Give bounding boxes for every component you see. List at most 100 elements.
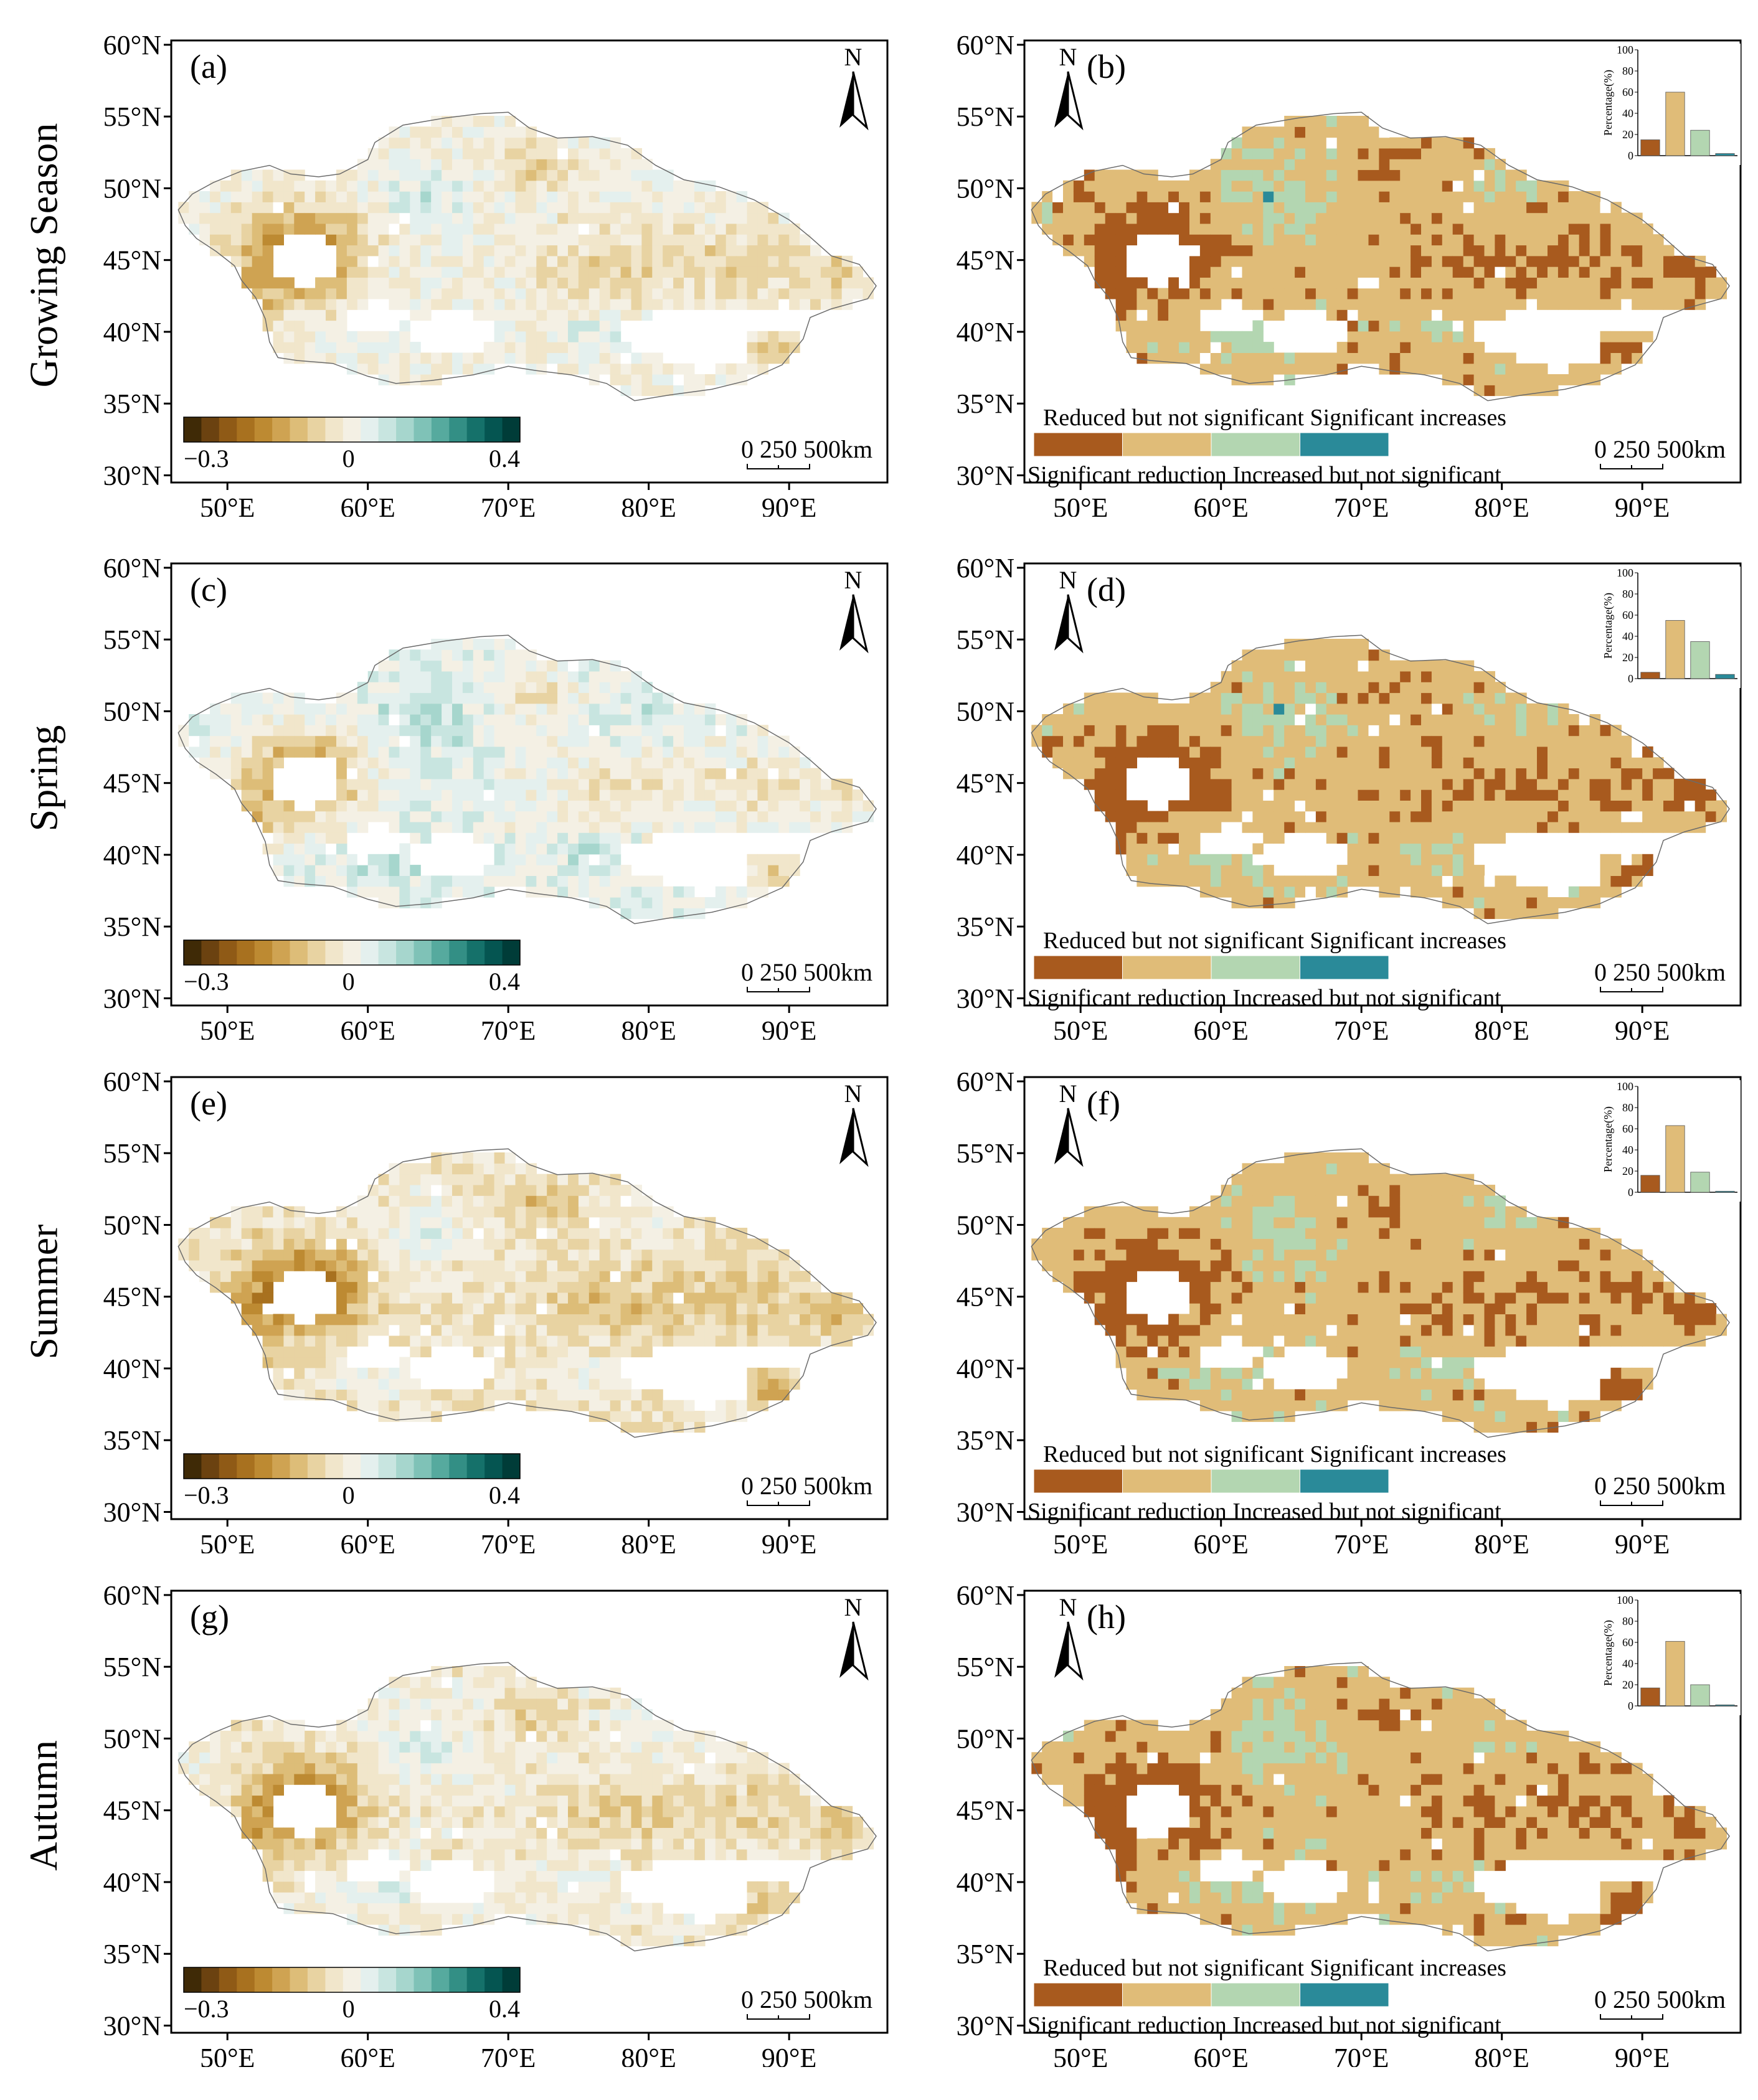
grid-cell [852,800,864,812]
grid-cell [1579,223,1590,235]
colorbar-swatch [307,417,326,442]
colorbar-swatch [396,417,414,442]
grid-cell [452,148,463,159]
grid-cell [1431,298,1443,310]
grid-cell [1336,202,1348,214]
grid-cell [1505,277,1516,289]
grid-cell [1368,875,1379,887]
lon-label: 90°E [1615,492,1670,517]
grid-cell [483,1335,495,1347]
grid-cell [336,735,347,747]
grid-cell [1168,309,1179,321]
grid-cell [1368,180,1379,192]
inset-y-tick-label: 60 [1622,86,1633,98]
grid-cell [326,288,337,299]
grid-cell [1379,320,1390,332]
grid-cell [768,811,779,822]
grid-cell [1610,821,1622,833]
grid-cell [526,1184,537,1196]
grid-cell [399,897,410,908]
grid-cell [1642,746,1653,758]
grid-cell [1411,288,1422,299]
grid-cell [357,1249,369,1261]
grid-cell [1579,191,1590,202]
grid-cell [1526,255,1538,267]
grid-cell [1210,714,1222,725]
lat-label: 60°N [103,553,161,583]
grid-cell [1094,277,1106,289]
grid-cell [1189,703,1201,715]
grid-cell [1484,298,1495,310]
grid-cell [547,1357,558,1368]
grid-cell [1473,159,1485,171]
grid-cell [663,255,674,267]
grid-cell [494,148,506,159]
grid-cell [1379,757,1390,769]
grid-cell [462,1292,474,1304]
grid-cell [852,811,864,822]
grid-cell [420,1174,432,1185]
grid-cell [1368,778,1379,790]
grid-cell [494,660,506,672]
grid-cell [378,886,390,898]
grid-cell [336,1281,347,1293]
grid-cell [1452,811,1464,822]
grid-cell [1632,865,1643,876]
grid-cell [1516,202,1527,214]
grid-cell [620,234,632,246]
grid-cell [547,660,558,672]
inset-bar [1665,92,1685,156]
grid-cell [452,1314,463,1325]
grid-cell [473,1217,484,1228]
grid-cell [1526,768,1538,779]
grid-cell [1263,821,1274,833]
grid-cell [1463,266,1475,278]
grid-cell [273,1249,284,1261]
grid-cell [1610,811,1622,822]
grid-cell [1411,811,1422,822]
grid-cell [599,363,611,375]
grid-cell [1105,811,1117,822]
grid-cell [1495,202,1506,214]
grid-cell [1442,212,1453,224]
grid-cell [326,1271,337,1283]
grid-cell [547,800,558,812]
inset-y-tick-label: 100 [1617,44,1633,56]
grid-cell [1115,298,1127,310]
grid-cell [1505,212,1516,224]
grid-cell [1358,159,1369,171]
grid-cell [283,1314,295,1325]
grid-cell [367,1228,379,1239]
grid-cell [494,1249,506,1261]
grid-cell [673,266,684,278]
grid-cell [1137,342,1148,353]
grid-cell [399,342,410,353]
grid-cell [673,212,684,224]
grid-cell [588,1324,600,1336]
grid-cell [1274,886,1285,898]
colorbar-swatch [343,417,361,442]
grid-cell [568,1184,579,1196]
grid-cell [378,757,390,769]
grid-cell [1326,191,1338,202]
grid-cell [483,821,495,833]
grid-cell [1589,223,1601,235]
grid-cell [305,1346,316,1358]
grid-cell [305,1324,316,1336]
grid-cell [652,191,663,202]
grid-cell [1347,288,1359,299]
grid-cell [652,385,663,397]
grid-cell [1379,735,1390,747]
grid-cell [483,1228,495,1239]
grid-cell [399,1217,410,1228]
lat-label: 50°N [957,173,1014,204]
grid-cell [1463,865,1475,876]
grid-cell [547,692,558,704]
grid-cell [1473,191,1485,202]
grid-cell [1210,266,1222,278]
grid-cell [1189,865,1201,876]
grid-cell [694,800,706,812]
grid-cell [494,1184,506,1196]
grid-cell [230,746,242,758]
grid-cell [684,180,695,192]
